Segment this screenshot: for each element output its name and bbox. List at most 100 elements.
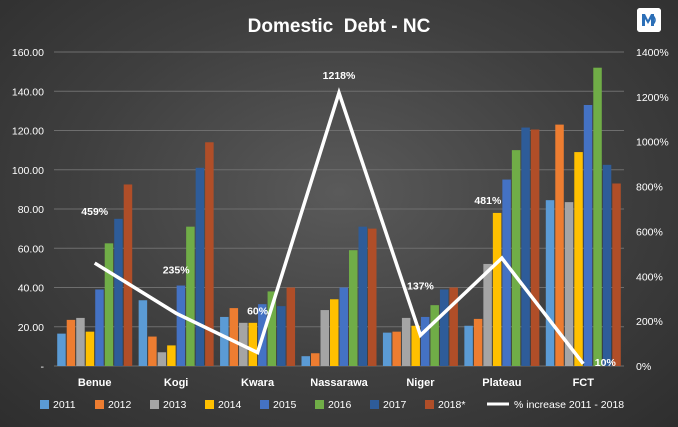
bar — [205, 142, 214, 366]
left-axis-tick-label: 80.00 — [18, 204, 44, 216]
percent-data-label: 235% — [163, 264, 191, 276]
percent-data-label: 481% — [474, 195, 502, 207]
percent-data-label: 137% — [407, 280, 435, 292]
right-axis-tick-label: 0% — [636, 361, 651, 373]
bar — [277, 306, 286, 366]
bar — [583, 104, 593, 367]
logo-icon — [637, 8, 661, 32]
percent-data-label: 459% — [81, 206, 109, 218]
legend-swatch — [205, 400, 214, 409]
bar — [95, 289, 104, 366]
bar — [195, 167, 205, 366]
left-axis-tick-label: 100.00 — [12, 165, 44, 177]
bar — [420, 316, 430, 366]
bar — [593, 67, 602, 366]
bar — [114, 218, 123, 366]
legend-label: 2011 — [53, 399, 76, 411]
bar — [368, 228, 377, 366]
bar — [430, 305, 439, 366]
legend-label: 2016 — [328, 399, 352, 411]
right-axis-tick-label: 600% — [636, 226, 663, 238]
bar — [464, 325, 473, 366]
left-axis: - 20.00 40.00 60.00 80.00 100.00 120.00 140.00 1… — [12, 47, 45, 373]
legend-swatch — [150, 400, 159, 409]
category-label: Kwara — [241, 377, 275, 389]
bar — [382, 332, 392, 366]
bar — [229, 308, 239, 366]
bar — [392, 331, 401, 366]
bar — [411, 325, 420, 366]
bar — [439, 289, 449, 366]
bar — [330, 299, 339, 366]
percent-line-series: 459% 235% 60% 1218% 137% 481% 10% — [81, 70, 616, 369]
bar — [602, 164, 612, 366]
bar — [176, 285, 186, 366]
right-axis-tick-label: 1200% — [636, 92, 669, 104]
bar — [167, 345, 176, 366]
category-axis: Benue Kogi Kwara Nassarawa Niger Plateau FCT — [78, 377, 594, 389]
bar — [138, 300, 148, 366]
bar — [66, 319, 76, 366]
right-axis: 0% 200% 400% 600% 800% 1000% 1200% 1400% — [636, 47, 669, 373]
category-label: Niger — [406, 377, 435, 389]
bar — [301, 356, 310, 366]
left-axis-tick-label: 160.00 — [12, 47, 44, 59]
grid-lines — [54, 51, 624, 367]
bar — [320, 310, 329, 366]
legend-label: % increase 2011 - 2018 — [514, 399, 624, 411]
bar — [574, 152, 583, 366]
bar — [286, 287, 296, 366]
legend-swatch — [425, 400, 434, 409]
category-label: FCT — [573, 377, 595, 389]
legend: 2011 2012 2013 2014 2015 2016 2017 2018* % incre… — [40, 399, 624, 411]
legend-swatch — [260, 400, 269, 409]
chart-title: Domestic Debt - NC — [248, 16, 431, 37]
bar — [85, 331, 95, 366]
right-axis-tick-label: 400% — [636, 271, 663, 283]
bar — [473, 318, 483, 366]
legend-label: 2017 — [383, 399, 407, 411]
percent-data-label: 10% — [595, 357, 617, 369]
bar — [358, 226, 367, 366]
left-axis-tick-label: 60.00 — [18, 243, 44, 255]
percent-data-label: 60% — [247, 306, 269, 318]
legend-label: 2013 — [163, 399, 187, 411]
bar — [311, 353, 320, 366]
legend-label: 2015 — [273, 399, 297, 411]
legend-swatch — [315, 400, 324, 409]
bar — [104, 243, 114, 366]
bar — [157, 352, 167, 366]
bar — [555, 124, 564, 366]
bar — [545, 200, 555, 366]
bar — [349, 250, 358, 366]
percent-data-label: 1218% — [323, 70, 356, 82]
bar — [483, 263, 492, 366]
category-label: Plateau — [482, 377, 521, 389]
bar-series — [57, 67, 621, 367]
left-axis-tick-label: 120.00 — [12, 126, 44, 138]
bar — [492, 212, 502, 366]
legend-label: 2014 — [218, 399, 242, 411]
bar — [612, 183, 621, 366]
left-axis-tick-label: 40.00 — [18, 283, 44, 295]
right-axis-tick-label: 200% — [636, 316, 663, 328]
legend-label: 2018* — [438, 399, 465, 411]
category-label: Nassarawa — [310, 377, 368, 389]
bar — [449, 287, 458, 366]
left-axis-tick-label: - — [41, 361, 45, 373]
bar — [564, 202, 574, 366]
category-label: Kogi — [164, 377, 188, 389]
legend-swatch — [40, 400, 49, 409]
legend-label: 2012 — [108, 399, 132, 411]
legend-swatch — [95, 400, 104, 409]
bar — [401, 317, 411, 366]
category-label: Benue — [78, 377, 112, 389]
bar — [123, 184, 133, 366]
bar — [502, 179, 511, 366]
bar — [511, 150, 521, 366]
bar — [220, 316, 229, 366]
left-axis-tick-label: 20.00 — [18, 322, 44, 334]
bar — [76, 317, 85, 366]
